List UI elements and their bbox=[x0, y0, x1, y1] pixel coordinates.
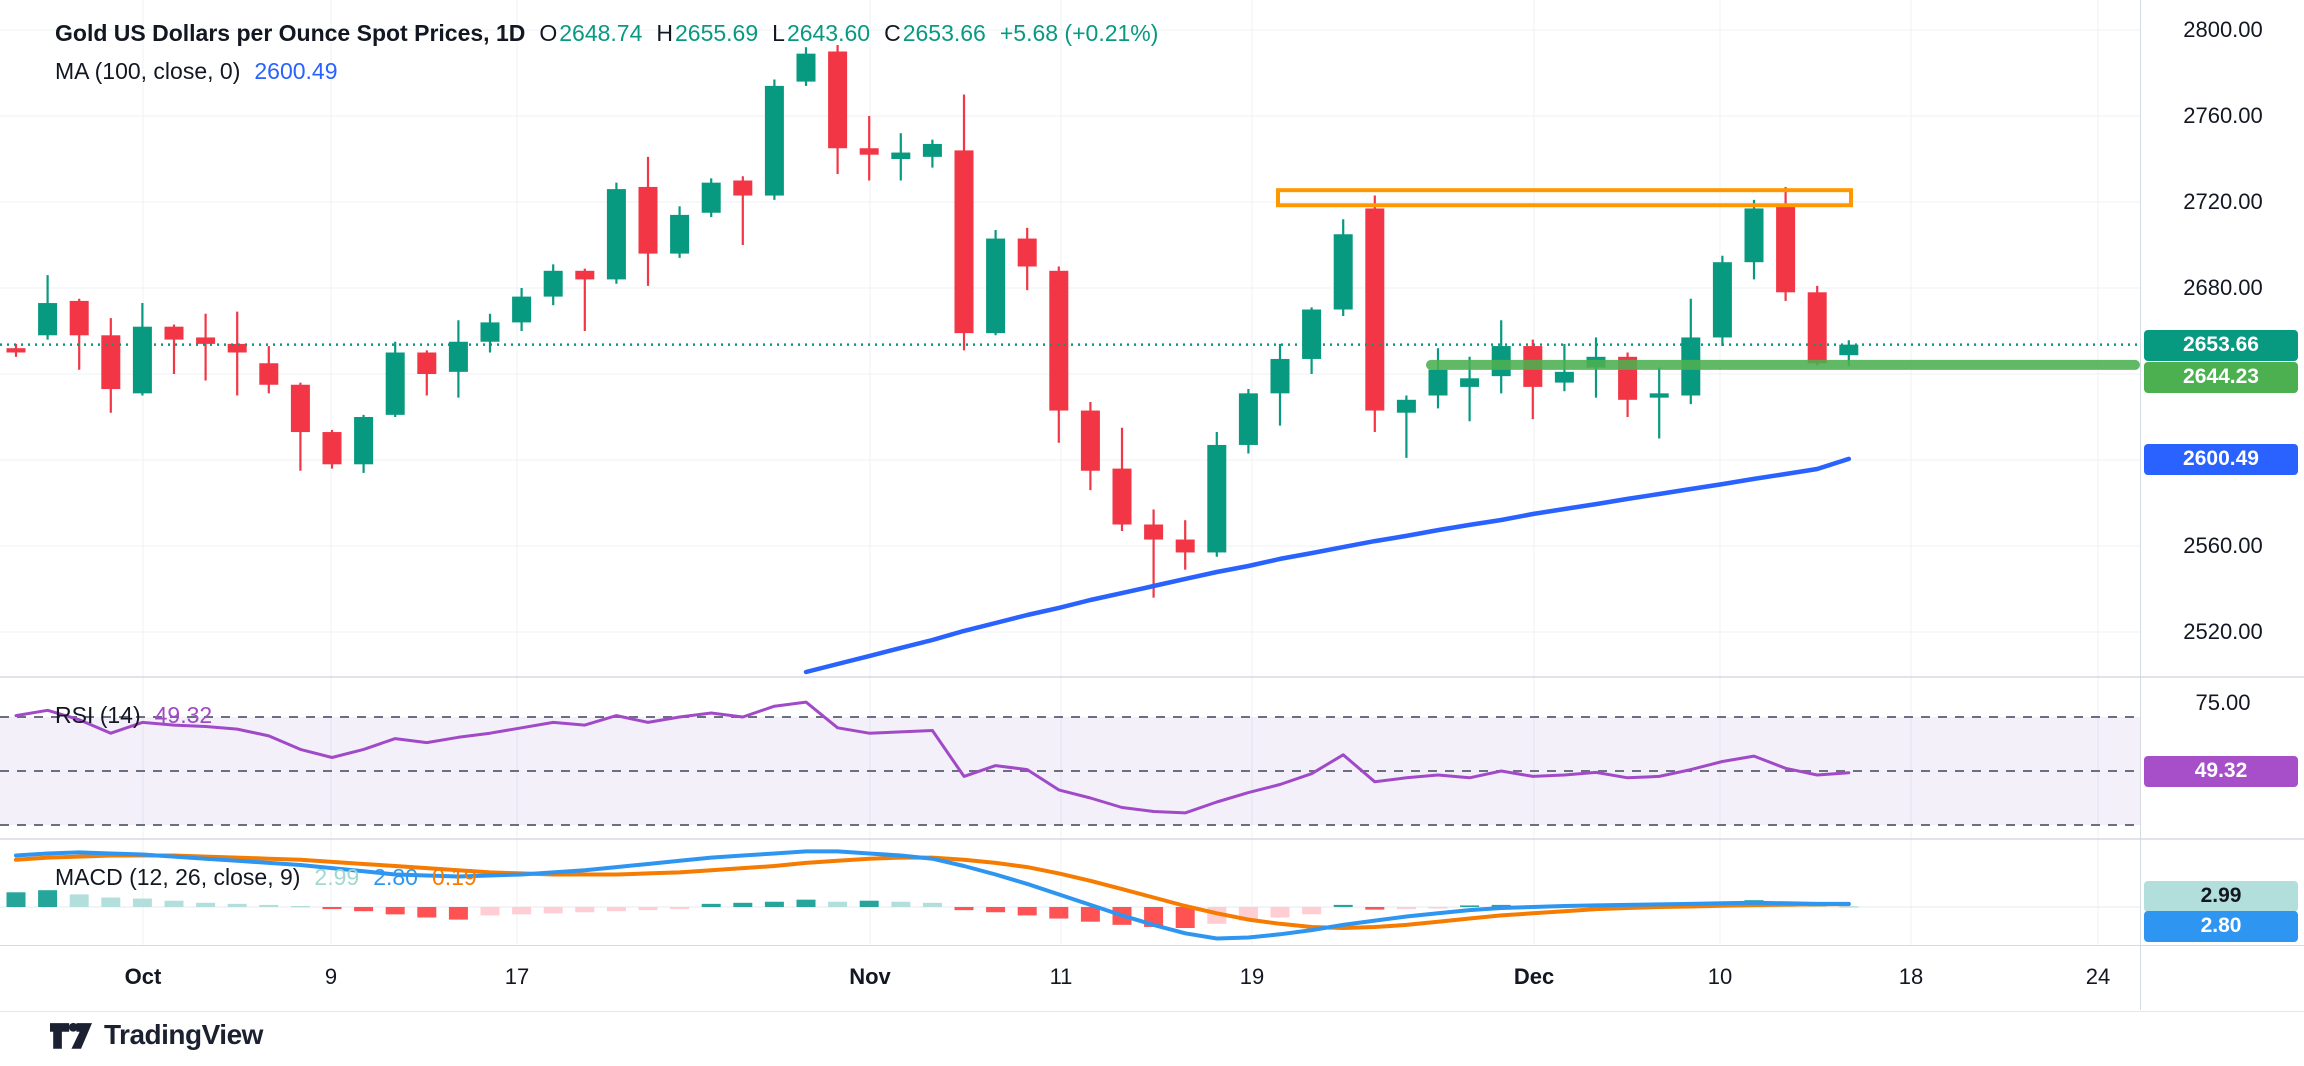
symbol-legend-row[interactable]: Gold US Dollars per Ounce Spot Prices, 1… bbox=[55, 20, 1158, 47]
axis-price-badge: 2653.66 bbox=[2144, 329, 2298, 361]
open-value: O 2648.74 bbox=[539, 20, 643, 46]
axis-price-badge: 2.80 bbox=[2144, 910, 2298, 942]
time-tick-label: 10 bbox=[1707, 964, 1733, 989]
macd-signal-value: 0.19 bbox=[431, 864, 477, 890]
price-tick-label: 2520.00 bbox=[2183, 619, 2263, 644]
macd-label: MACD (12, 26, close, 9) bbox=[55, 864, 301, 890]
price-tick-label: 2760.00 bbox=[2183, 103, 2263, 128]
axis-price-badge: 2644.23 bbox=[2144, 361, 2298, 393]
price-tick-label: 2680.00 bbox=[2183, 275, 2263, 300]
time-tick-label: 9 bbox=[324, 964, 338, 989]
tradingview-logo-text: TradingView bbox=[104, 1019, 263, 1050]
macd-line-value: 2.80 bbox=[373, 864, 418, 890]
time-tick-label: Nov bbox=[849, 964, 891, 989]
tradingview-logo[interactable]: TradingView bbox=[50, 1016, 263, 1054]
time-tick-label: 24 bbox=[2085, 964, 2111, 989]
time-tick-label: 18 bbox=[1898, 964, 1924, 989]
rsi-legend-row[interactable]: RSI (14) 49.32 bbox=[55, 702, 212, 729]
low-value: L 2643.60 bbox=[772, 20, 871, 46]
time-tick-label: 17 bbox=[504, 964, 530, 989]
ma-legend-row[interactable]: MA (100, close, 0) 2600.49 bbox=[55, 58, 338, 85]
time-tick-label: 19 bbox=[1239, 964, 1265, 989]
change-value: +5.68 (+0.21%) bbox=[999, 20, 1159, 46]
ma-value: 2600.49 bbox=[254, 58, 338, 84]
axis-price-badge: 2600.49 bbox=[2144, 443, 2298, 475]
time-tick-label: 11 bbox=[1049, 964, 1073, 989]
symbol-title: Gold US Dollars per Ounce Spot Prices, 1… bbox=[55, 20, 526, 46]
close-value: C 2653.66 bbox=[884, 20, 986, 46]
price-tick-label: 2800.00 bbox=[2183, 17, 2263, 42]
time-axis[interactable]: Oct 9 17 Nov 11 19 Dec 10 18 24 bbox=[0, 945, 2304, 1012]
price-tick-label: 75.00 bbox=[2195, 690, 2251, 715]
price-tick-label: 2720.00 bbox=[2183, 189, 2263, 214]
tradingview-logo-icon bbox=[50, 1022, 92, 1049]
rsi-label: RSI (14) bbox=[55, 702, 141, 728]
macd-legend-row[interactable]: MACD (12, 26, close, 9) 2.99 2.80 0.19 bbox=[55, 864, 477, 891]
high-value: H 2655.69 bbox=[656, 20, 759, 46]
price-axis[interactable]: 2800.00 2760.00 2720.00 2680.00 2560.00 2520.… bbox=[2140, 0, 2304, 1010]
axis-price-badge: 2.99 bbox=[2144, 880, 2298, 912]
rsi-value: 49.32 bbox=[154, 702, 213, 728]
time-tick-label: Oct bbox=[124, 964, 162, 989]
time-tick-label: Dec bbox=[1513, 964, 1555, 989]
price-tick-label: 2560.00 bbox=[2183, 533, 2263, 558]
macd-hist-value: 2.99 bbox=[314, 864, 360, 890]
ma-label: MA (100, close, 0) bbox=[55, 58, 241, 84]
axis-price-badge: 49.32 bbox=[2144, 755, 2298, 787]
